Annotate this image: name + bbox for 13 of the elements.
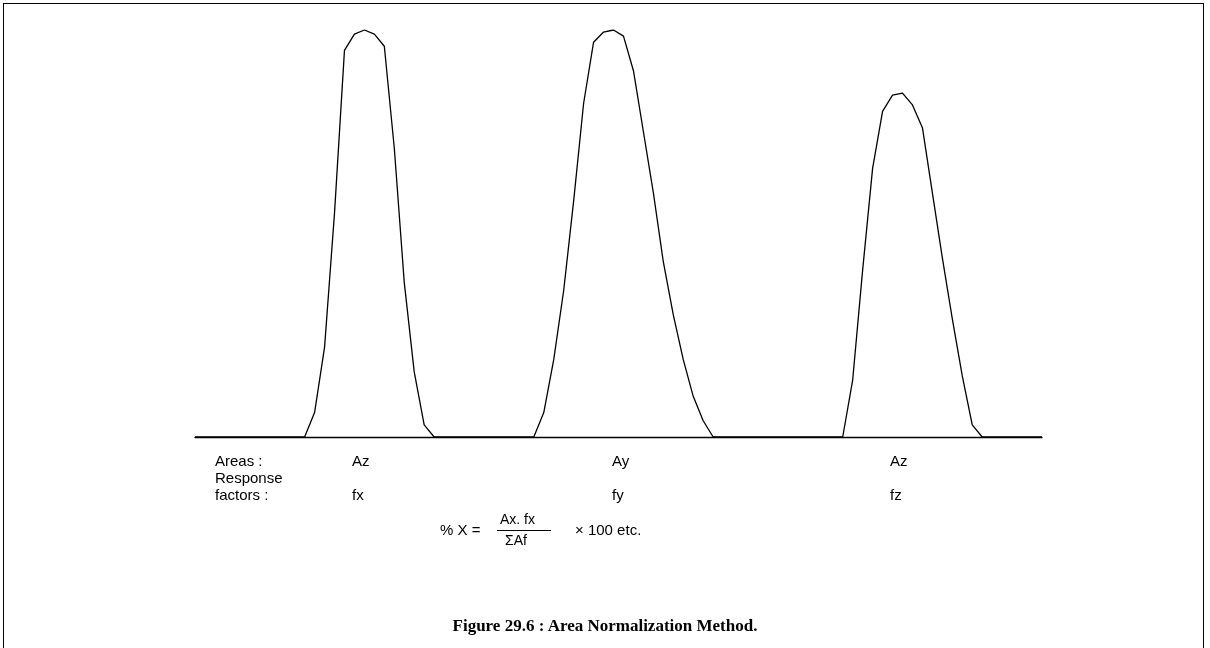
text: Response factors : bbox=[215, 469, 283, 503]
text: Figure 29.6 : Area Normalization Method. bbox=[451, 616, 759, 636]
text: Areas : bbox=[215, 452, 263, 469]
text: ΣAf bbox=[505, 532, 527, 549]
text: % X = bbox=[440, 521, 481, 538]
text: Ay bbox=[612, 452, 630, 469]
text: Ax. fx bbox=[500, 511, 536, 528]
text: fy bbox=[612, 486, 624, 503]
text: Az bbox=[890, 452, 908, 469]
text: Az bbox=[352, 452, 370, 469]
text: fz bbox=[890, 486, 902, 503]
text: × 100 etc. bbox=[575, 521, 642, 538]
text: fx bbox=[352, 486, 364, 503]
